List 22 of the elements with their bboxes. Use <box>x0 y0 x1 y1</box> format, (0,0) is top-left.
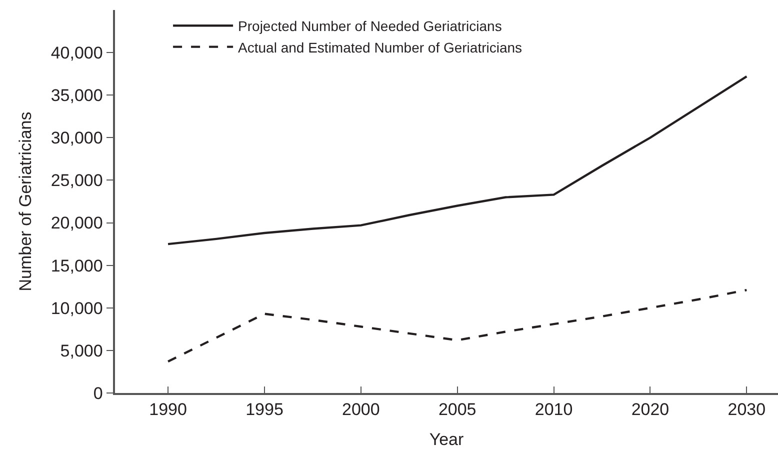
y-tick-label: 40,000 <box>50 44 103 63</box>
line-series <box>166 75 748 246</box>
y-tick-label: 25,000 <box>50 171 103 190</box>
y-tick-label: 30,000 <box>50 128 103 148</box>
x-tick-label: 2010 <box>534 400 573 420</box>
x-tick-label: 2005 <box>438 400 476 420</box>
y-tick-label: 10,000 <box>50 298 103 318</box>
legend-label: Projected Number of Needed Geriatricians <box>238 18 502 34</box>
x-tick-label: 2000 <box>342 400 380 420</box>
line-series <box>166 288 748 363</box>
legend-label: Actual and Estimated Number of Geriatricians <box>238 39 522 56</box>
y-tick-label: 35,000 <box>50 86 103 106</box>
x-tick-label: 1990 <box>149 400 187 420</box>
y-tick-label: 0 <box>93 384 103 403</box>
x-tick-label: 1995 <box>246 400 284 420</box>
y-tick-label: 20,000 <box>50 214 103 233</box>
x-tick-label: 2030 <box>728 400 766 420</box>
x-tick-label: 2020 <box>631 400 670 420</box>
y-axis-title: Number of Geriatricians <box>16 112 35 292</box>
x-axis-title: Year <box>429 430 464 450</box>
y-tick-label: 5,000 <box>60 341 103 360</box>
y-tick-label: 15,000 <box>50 256 103 276</box>
